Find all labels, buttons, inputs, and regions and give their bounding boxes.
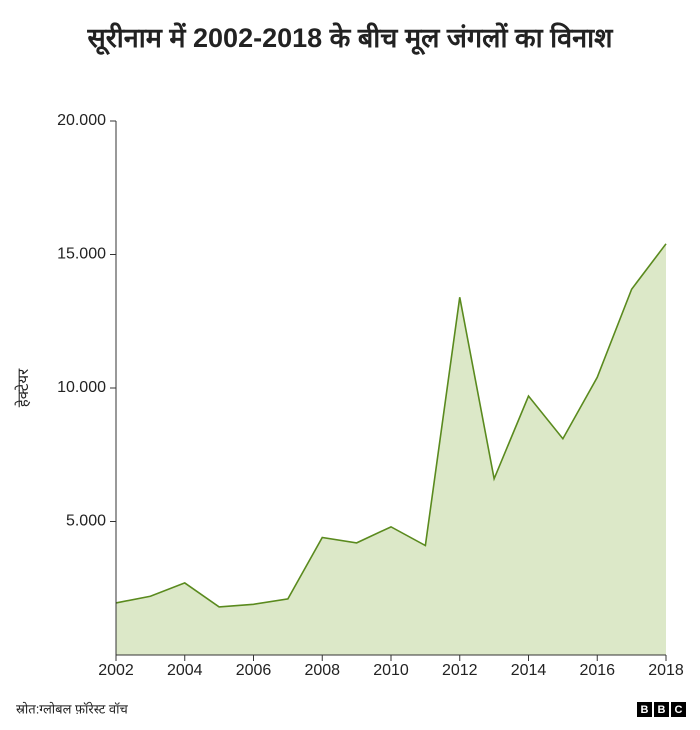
x-tick-label: 2012 [442,662,478,679]
x-tick-label: 2016 [579,662,615,679]
x-tick-label: 2004 [167,662,203,679]
y-tick-label: 15.000 [57,246,106,263]
x-tick-label: 2014 [511,662,547,679]
logo-box [654,702,669,717]
y-axis-label: हेक्टेयर [14,368,32,407]
logo-box [637,702,652,717]
x-tick-label: 2010 [373,662,409,679]
chart-title: सूरीनाम में 2002-2018 के बीच मूल जंगलों … [86,22,614,56]
logo-letter: B [641,704,649,716]
y-tick-label: 10.000 [57,379,106,396]
area-fill [116,243,666,655]
y-tick-label: 20.000 [57,112,106,129]
source: स्रोत:ग्लोबल फ़ॉरेस्ट वॉच [16,701,129,716]
logo-box [671,702,686,717]
x-tick-label: 2018 [648,662,684,679]
x-tick-label: 2006 [236,662,272,679]
area-line [115,243,667,608]
logo-letter: B [658,704,666,716]
logo-letter: C [675,704,683,716]
x-tick-label: 2008 [304,662,340,679]
y-tick-label: 5.000 [66,513,106,530]
x-tick-label: 2002 [98,662,134,679]
